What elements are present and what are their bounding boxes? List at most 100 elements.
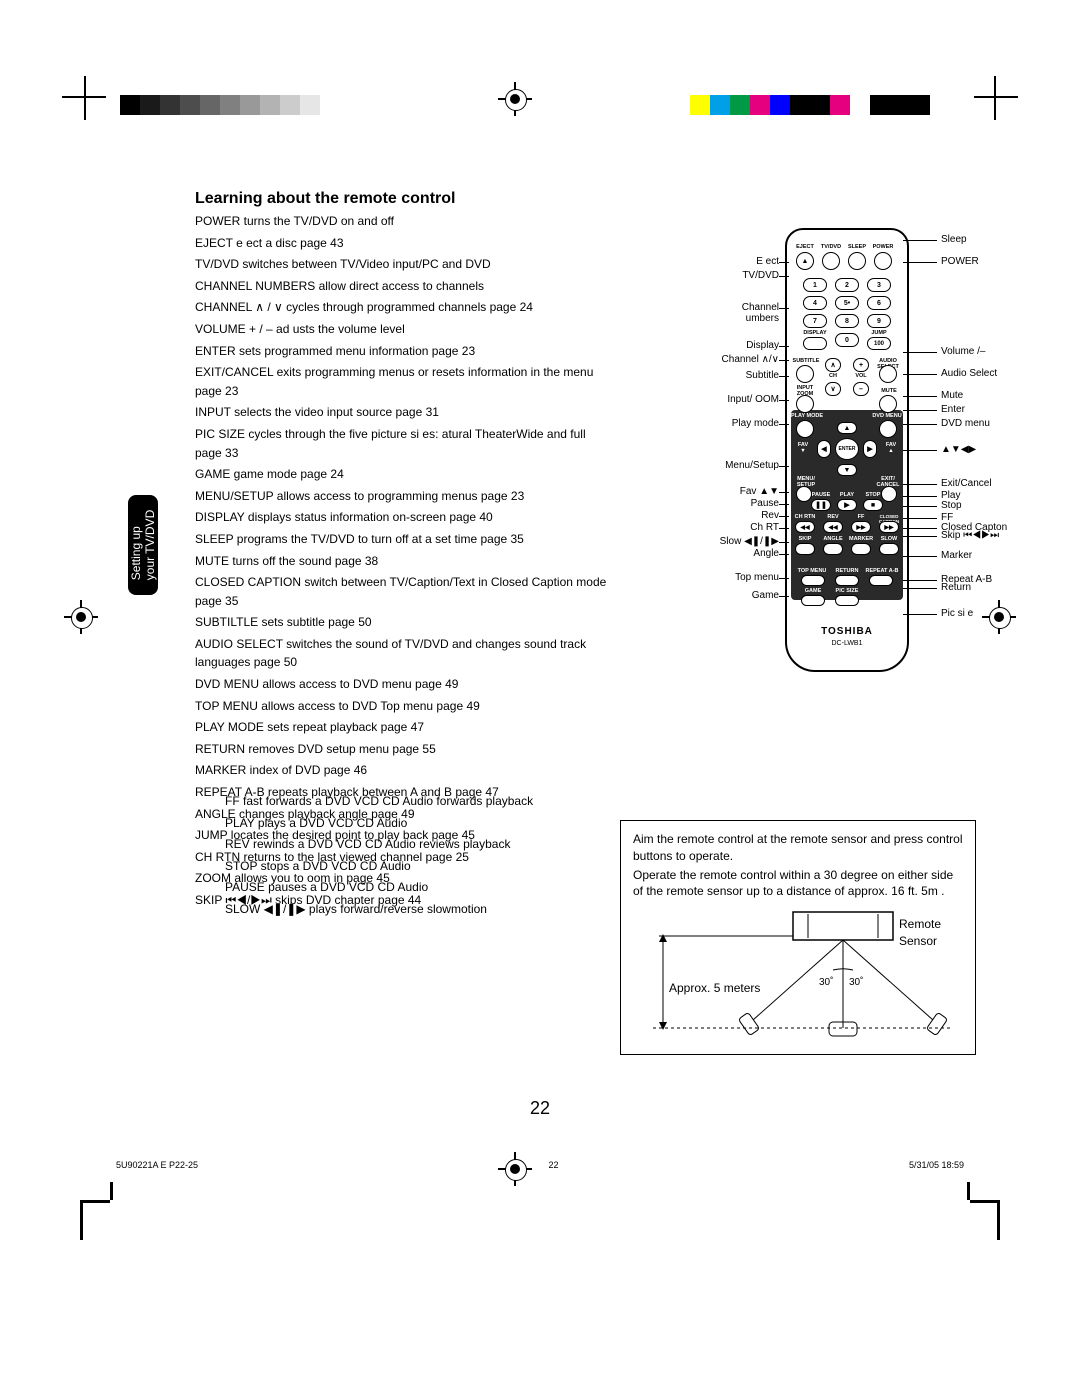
angle-button[interactable] — [823, 543, 843, 555]
btn-label: REV — [821, 514, 845, 520]
num-7[interactable]: 7 — [803, 314, 827, 328]
eject-button[interactable]: ▲ — [796, 252, 814, 270]
grayscale-bar — [120, 95, 320, 115]
callout-right: POWER — [941, 256, 979, 267]
vol-up[interactable]: + — [853, 358, 869, 372]
nav-right[interactable]: ▶ — [863, 440, 877, 458]
chrtn-button[interactable]: ◀◀ — [795, 521, 815, 533]
side-tab: Setting up your TV/DVD — [128, 495, 158, 595]
leader-line — [779, 308, 789, 309]
btn-label: POWER — [872, 244, 894, 250]
mute-button[interactable] — [879, 395, 897, 413]
callout-left: Display — [746, 340, 779, 351]
nav-left[interactable]: ◀ — [817, 440, 831, 458]
pause-button[interactable]: ❚❚ — [811, 499, 831, 511]
function-item: TOP MENU allows access to DVD Top menu p… — [195, 697, 610, 716]
callout-left: Subtitle — [746, 370, 779, 381]
return-button[interactable] — [835, 575, 859, 586]
angle-right: 30˚ — [849, 976, 863, 990]
swatch — [140, 95, 160, 115]
leader-line — [779, 276, 789, 277]
num-4[interactable]: 4 — [803, 296, 827, 310]
swatch — [830, 95, 850, 115]
callout-right: DVD menu — [941, 418, 990, 429]
ff-button[interactable]: ▶▶ — [851, 521, 871, 533]
top-menu-button[interactable] — [801, 575, 825, 586]
btn-label: GAME — [799, 588, 827, 594]
function-item: SUBTILTLE sets subtitle page 50 — [195, 613, 610, 632]
swatch — [710, 95, 730, 115]
remote-body: EJECT TV/DVD SLEEP POWER ▲ 1 2 3 4 5• 6 … — [785, 228, 909, 672]
nav-up[interactable]: ▲ — [837, 422, 857, 434]
sleep-button[interactable] — [848, 252, 866, 270]
jump-button[interactable]: 100 — [867, 337, 891, 350]
stop-button[interactable]: ■ — [863, 499, 883, 511]
btn-label: EJECT — [794, 244, 816, 250]
input-zoom-button[interactable] — [796, 395, 814, 413]
btn-label: STOP — [861, 492, 885, 498]
function-item: EXIT/CANCEL exits programming menus or r… — [195, 363, 610, 400]
function-item: MENU/SETUP allows access to programming … — [195, 487, 610, 506]
play-mode-button[interactable] — [796, 420, 814, 438]
ch-up[interactable]: ∧ — [825, 358, 841, 372]
callout-left: E ect — [756, 256, 779, 267]
audio-select-button[interactable] — [879, 365, 897, 383]
callout-left: Play mode — [732, 418, 779, 429]
leader-line — [779, 516, 789, 517]
marker-button[interactable] — [851, 543, 871, 555]
power-button[interactable] — [874, 252, 892, 270]
leader-line — [903, 506, 937, 507]
function-item: RETURN removes DVD setup menu page 55 — [195, 740, 610, 759]
nav-down[interactable]: ▼ — [837, 464, 857, 476]
function-item: GAME game mode page 24 — [195, 465, 610, 484]
leader-line — [779, 262, 789, 263]
callout-right: Pic si e — [941, 608, 973, 619]
callout-right: Enter — [941, 404, 965, 415]
num-2[interactable]: 2 — [835, 278, 859, 292]
slow-button[interactable] — [879, 543, 899, 555]
btn-label: JUMP — [864, 330, 894, 336]
pic-size-button[interactable] — [835, 595, 859, 606]
leader-line — [903, 536, 937, 537]
swatch — [280, 95, 300, 115]
function-item: MARKER index of DVD page 46 — [195, 761, 610, 780]
skip-button[interactable] — [795, 543, 815, 555]
function-item: PAUSE pauses a DVD VCD CD Audio — [225, 878, 605, 897]
num-6[interactable]: 6 — [867, 296, 891, 310]
cc-button[interactable]: ▶▶ — [879, 521, 899, 533]
num-3[interactable]: 3 — [867, 278, 891, 292]
swatch — [870, 95, 890, 115]
function-item: DVD MENU allows access to DVD menu page … — [195, 675, 610, 694]
repeat-ab-button[interactable] — [869, 575, 893, 586]
num-1[interactable]: 1 — [803, 278, 827, 292]
subtitle-button[interactable] — [796, 365, 814, 383]
swatch — [810, 95, 830, 115]
leader-line — [903, 518, 937, 519]
game-button[interactable] — [801, 595, 825, 606]
btn-label: RETURN — [833, 568, 861, 574]
enter-button[interactable]: ENTER — [835, 438, 859, 460]
ch-down[interactable]: ∨ — [825, 382, 841, 396]
display-button[interactable] — [803, 337, 827, 350]
swatch — [200, 95, 220, 115]
dvd-menu-button[interactable] — [879, 420, 897, 438]
function-item: EJECT e ect a disc page 43 — [195, 234, 610, 253]
vol-down[interactable]: – — [853, 382, 869, 396]
function-item: SLOW ◀❚/❚▶ plays forward/reverse slowmot… — [225, 900, 605, 919]
crop-mark — [994, 76, 996, 120]
rev-button[interactable]: ◀◀ — [823, 521, 843, 533]
num-9[interactable]: 9 — [867, 314, 891, 328]
num-8[interactable]: 8 — [835, 314, 859, 328]
num-5[interactable]: 5• — [835, 296, 859, 310]
tvdvd-button[interactable] — [822, 252, 840, 270]
btn-label: FAV ▼ — [793, 442, 813, 454]
leader-line — [903, 450, 937, 451]
callout-right: Exit/Cancel — [941, 478, 992, 489]
num-0[interactable]: 0 — [835, 333, 859, 347]
page: Learning about the remote control Settin… — [0, 0, 1080, 1400]
leader-line — [779, 528, 789, 529]
play-button[interactable]: ▶ — [837, 499, 857, 511]
footer-line: 5U90221A E P22-25 22 5/31/05 18:59 — [116, 1160, 964, 1170]
leader-line — [903, 396, 937, 397]
crop-mark — [62, 96, 106, 98]
